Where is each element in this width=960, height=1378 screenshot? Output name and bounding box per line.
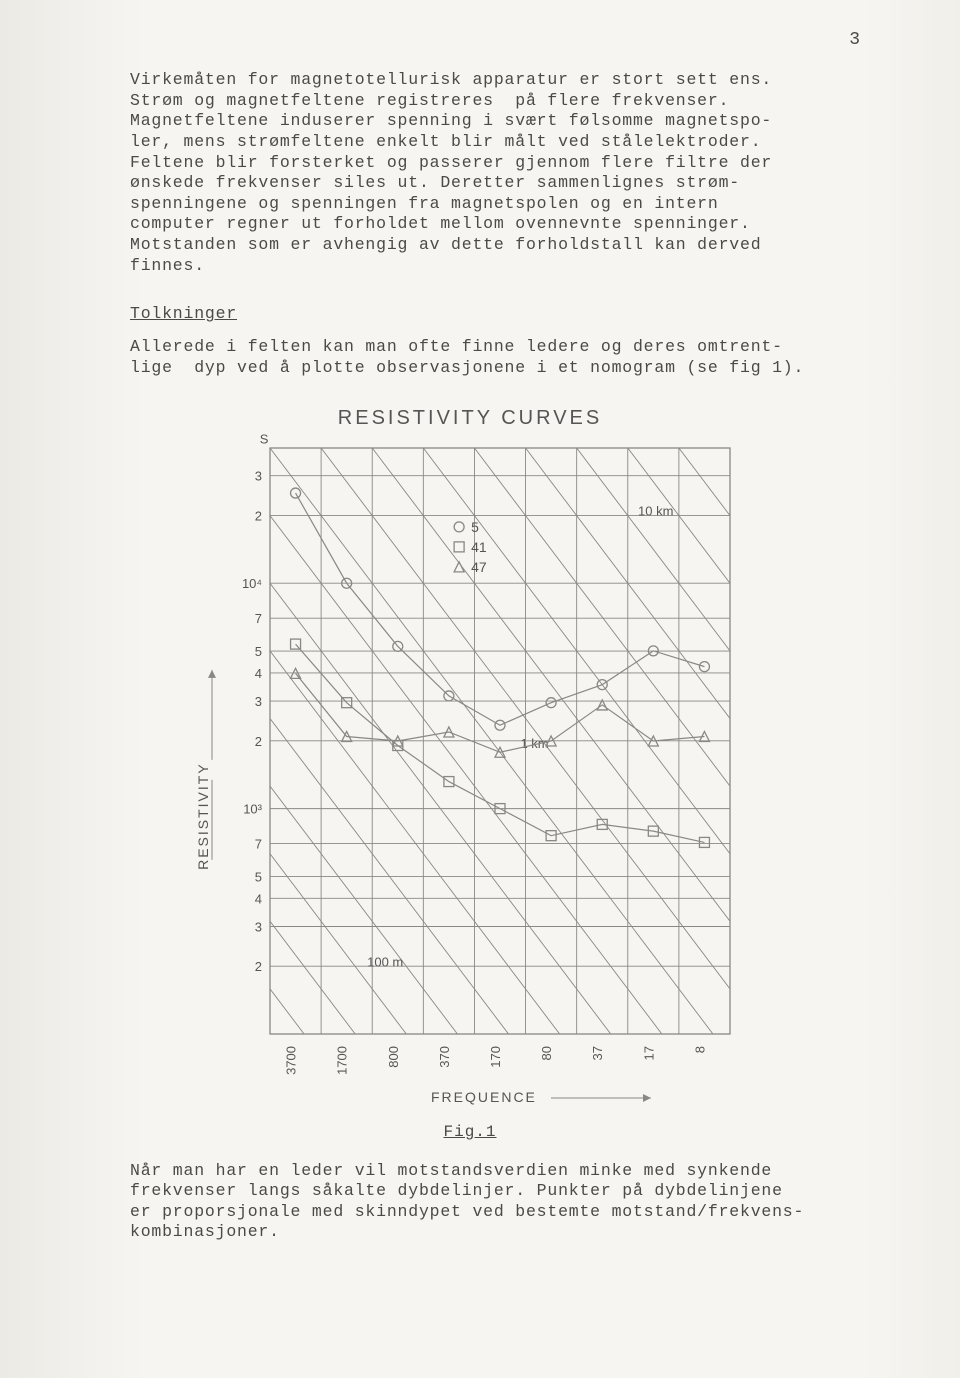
svg-text:3700: 3700	[284, 1046, 299, 1075]
svg-text:5: 5	[471, 518, 479, 534]
svg-text:170: 170	[488, 1046, 503, 1068]
svg-text:FREQUENCE: FREQUENCE	[431, 1089, 537, 1105]
svg-text:3: 3	[255, 468, 262, 483]
svg-text:2: 2	[255, 733, 262, 748]
resistivity-chart: RESISTIVITY CURVES 3 2 10⁴ 7 5 4 3 2 10³ 7 5 4 3 2 370…	[190, 407, 750, 1141]
svg-text:7: 7	[255, 836, 262, 851]
svg-text:2: 2	[255, 508, 262, 523]
svg-text:1 km: 1 km	[520, 735, 548, 750]
svg-text:41: 41	[471, 538, 487, 554]
section-title-tolkninger: Tolkninger	[130, 304, 870, 323]
svg-text:5: 5	[255, 869, 262, 884]
page-number: 3	[849, 30, 860, 50]
svg-text:8: 8	[692, 1046, 707, 1053]
svg-text:3: 3	[255, 694, 262, 709]
svg-text:4: 4	[255, 665, 262, 680]
svg-text:10⁴: 10⁴	[242, 576, 262, 591]
svg-text:80: 80	[539, 1046, 554, 1060]
chart-title: RESISTIVITY CURVES	[190, 407, 750, 430]
svg-text:47: 47	[471, 558, 487, 574]
svg-text:10 km: 10 km	[638, 503, 673, 518]
svg-text:7: 7	[255, 611, 262, 626]
paragraph-1: Virkemåten for magnetotellurisk apparatu…	[130, 70, 870, 276]
svg-text:RESISTIVITY: RESISTIVITY	[195, 762, 211, 870]
svg-text:3: 3	[255, 919, 262, 934]
svg-text:2: 2	[255, 959, 262, 974]
svg-text:37: 37	[590, 1046, 605, 1060]
paragraph-3: Når man har en leder vil motstandsverdie…	[130, 1161, 870, 1244]
paragraph-2: Allerede i felten kan man ofte finne led…	[130, 337, 870, 378]
svg-text:17: 17	[641, 1046, 656, 1060]
figure-caption: Fig.1	[190, 1123, 750, 1141]
chart-svg: 3 2 10⁴ 7 5 4 3 2 10³ 7 5 4 3 2 3700 1700 800 370 170 80 37 1…	[190, 434, 750, 1114]
svg-text:5: 5	[255, 644, 262, 659]
svg-text:370: 370	[437, 1046, 452, 1068]
svg-text:4: 4	[255, 891, 262, 906]
svg-text:800: 800	[386, 1046, 401, 1068]
svg-text:S: S	[260, 434, 269, 446]
svg-text:100 m: 100 m	[367, 954, 403, 969]
svg-text:1700: 1700	[335, 1046, 350, 1075]
svg-text:10³: 10³	[243, 801, 262, 816]
